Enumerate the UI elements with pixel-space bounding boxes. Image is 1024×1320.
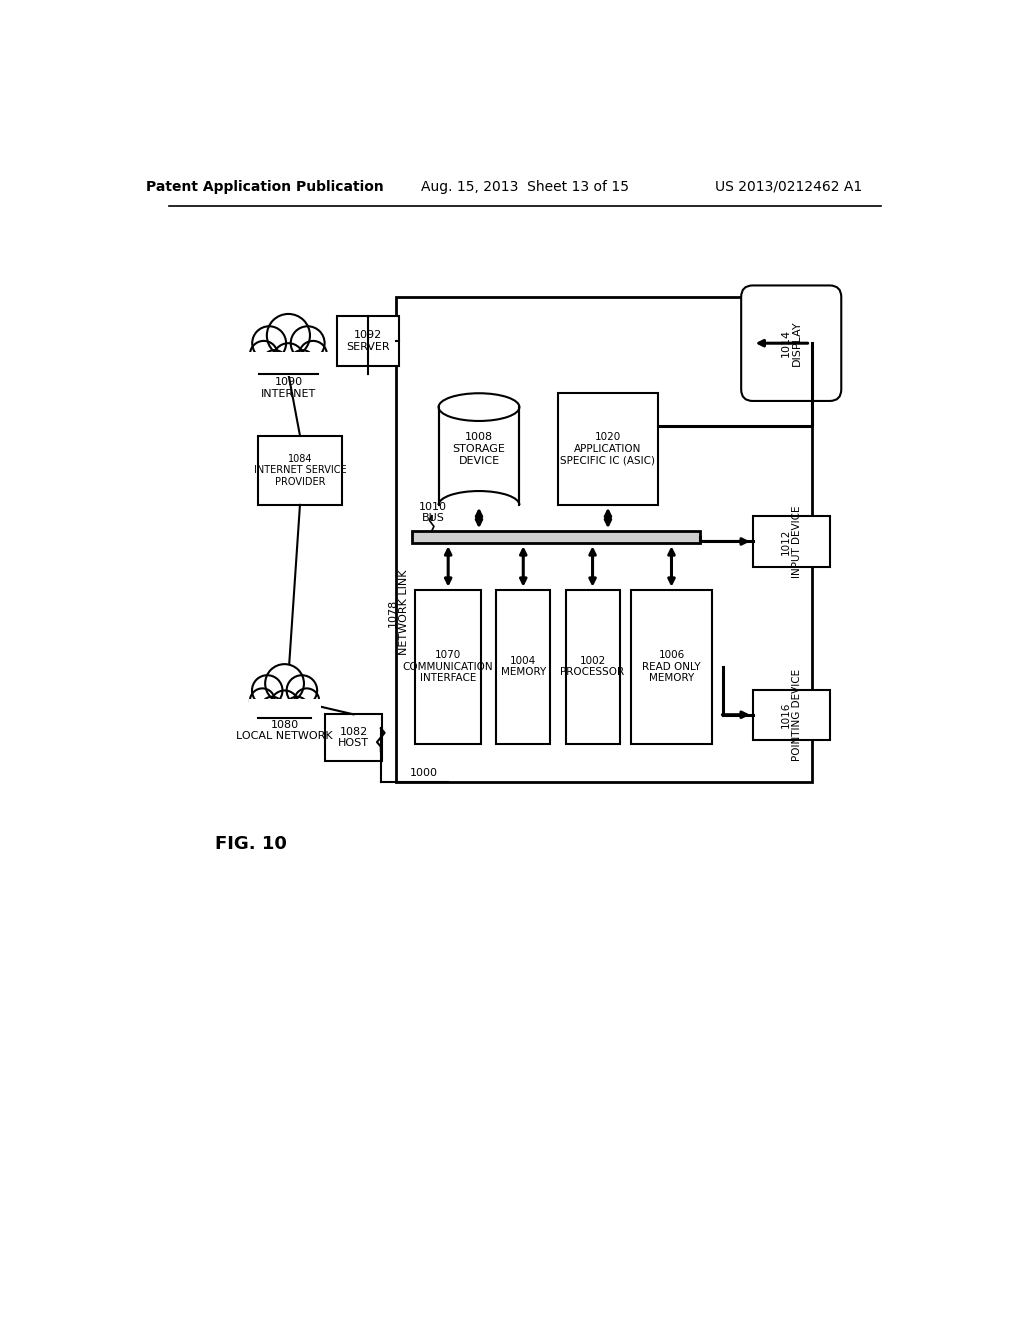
Circle shape (265, 664, 304, 704)
Text: 1008
STORAGE
DEVICE: 1008 STORAGE DEVICE (453, 433, 506, 466)
Bar (558, 393, 658, 506)
Circle shape (261, 697, 284, 719)
Ellipse shape (438, 491, 519, 519)
Circle shape (270, 690, 298, 718)
Circle shape (299, 341, 327, 368)
Bar (497, 590, 550, 743)
Bar (258, 436, 342, 506)
Circle shape (250, 689, 274, 713)
Bar (565, 590, 620, 743)
Text: US 2013/0212462 A1: US 2013/0212462 A1 (716, 180, 862, 194)
Bar (412, 531, 700, 544)
Text: FIG. 10: FIG. 10 (215, 834, 287, 853)
Circle shape (290, 350, 314, 375)
Circle shape (273, 343, 304, 374)
Circle shape (250, 341, 278, 368)
Bar (437, 506, 521, 520)
Bar (325, 714, 382, 760)
Text: Aug. 15, 2013  Sheet 13 of 15: Aug. 15, 2013 Sheet 13 of 15 (421, 180, 629, 194)
Text: 1020
APPLICATION
SPECIFIC IC (ASIC): 1020 APPLICATION SPECIFIC IC (ASIC) (560, 433, 655, 466)
Text: 1002
PROCESSOR: 1002 PROCESSOR (560, 656, 625, 677)
Text: Patent Application Publication: Patent Application Publication (146, 180, 384, 194)
Text: 1090
INTERNET: 1090 INTERNET (261, 378, 316, 399)
Text: 1014
DISPLAY: 1014 DISPLAY (780, 321, 802, 366)
Circle shape (262, 350, 287, 375)
Ellipse shape (438, 393, 519, 421)
Circle shape (252, 676, 283, 706)
Circle shape (291, 326, 325, 360)
Text: 1006
READ ONLY
MEMORY: 1006 READ ONLY MEMORY (642, 649, 700, 684)
Text: 1082
HOST: 1082 HOST (338, 726, 369, 748)
Text: 1000: 1000 (410, 768, 438, 777)
Bar (753, 516, 829, 566)
Text: 1010
BUS: 1010 BUS (419, 502, 447, 524)
Circle shape (294, 689, 319, 713)
Bar (416, 590, 481, 743)
FancyBboxPatch shape (741, 285, 842, 401)
Text: 1004
MEMORY: 1004 MEMORY (501, 656, 546, 677)
Bar (337, 317, 398, 367)
Bar (396, 297, 812, 781)
Text: 1016
POINTING DEVICE: 1016 POINTING DEVICE (780, 669, 802, 760)
Text: 1012
INPUT DEVICE: 1012 INPUT DEVICE (780, 506, 802, 578)
Text: 1084
INTERNET SERVICE
PROVIDER: 1084 INTERNET SERVICE PROVIDER (254, 454, 346, 487)
Bar (753, 689, 829, 739)
Circle shape (286, 697, 308, 719)
Bar (249, 698, 321, 719)
Circle shape (287, 676, 317, 706)
Text: 1070
COMMUNICATION
INTERFACE: 1070 COMMUNICATION INTERFACE (402, 649, 494, 684)
Text: 1092
SERVER: 1092 SERVER (346, 330, 389, 352)
Text: 1080
LOCAL NETWORK: 1080 LOCAL NETWORK (237, 719, 333, 742)
Text: 1078
NETWORK LINK: 1078 NETWORK LINK (388, 570, 410, 656)
Circle shape (267, 314, 310, 356)
Circle shape (252, 326, 286, 360)
Bar (249, 352, 329, 376)
Bar (631, 590, 712, 743)
